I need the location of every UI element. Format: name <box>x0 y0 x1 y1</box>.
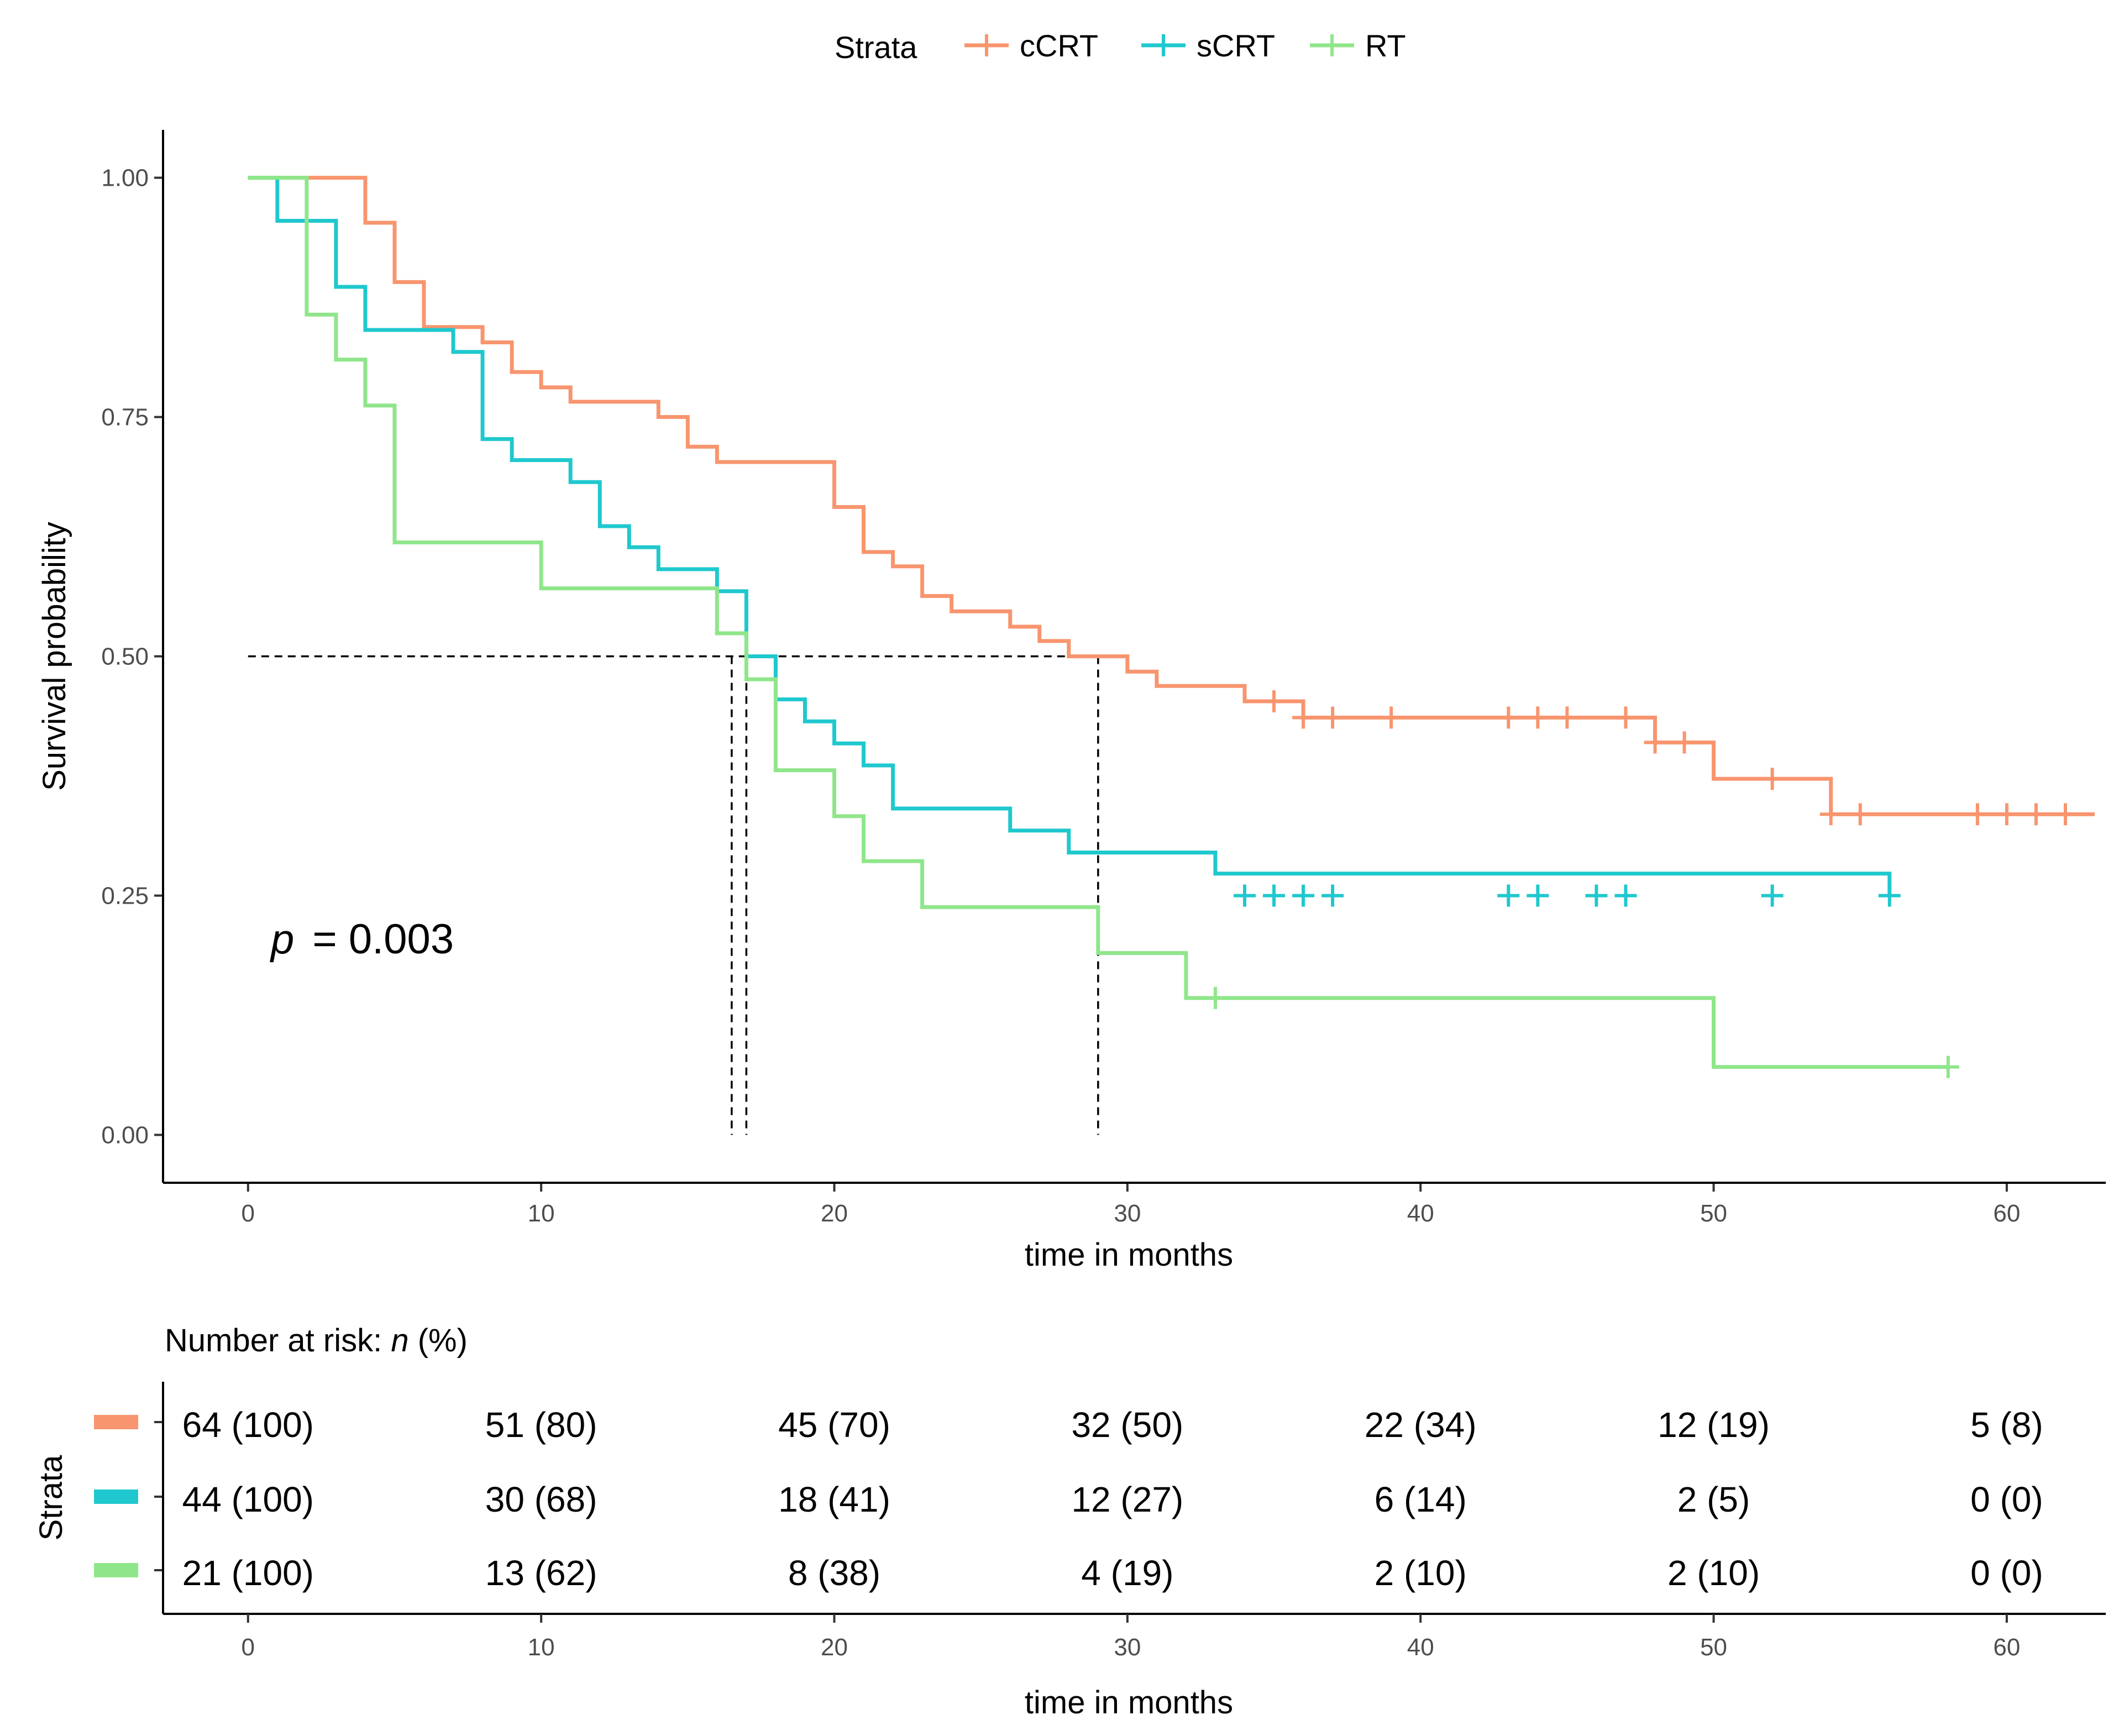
risk-table-title: Number at risk: n (%) <box>165 1323 468 1359</box>
censor-mark-scrt <box>1233 884 1256 907</box>
legend: Strata cCRT sCRT RT <box>835 28 1406 65</box>
risk-table-title-suffix: (%) <box>409 1323 468 1359</box>
censor-mark-scrt <box>1761 884 1784 907</box>
censor-mark-ccrt <box>1644 731 1666 754</box>
censor-mark-ccrt <box>1995 803 2018 826</box>
censor-mark-ccrt <box>1761 768 1784 790</box>
censor-mark-ccrt <box>1527 706 1549 729</box>
censor-mark-ccrt <box>1380 706 1403 729</box>
risk-x-tick-label: 20 <box>821 1634 848 1661</box>
censor-mark-ccrt <box>1614 706 1637 729</box>
censor-mark-scrt <box>1263 884 1286 907</box>
risk-cell-rt: 4 (19) <box>1081 1553 1173 1593</box>
risk-cell-rt: 13 (62) <box>485 1553 597 1593</box>
censor-mark-ccrt <box>2025 803 2047 826</box>
p-value-number: = 0.003 <box>301 916 454 963</box>
risk-cell-ccrt: 12 (19) <box>1658 1405 1770 1445</box>
censor-mark-scrt <box>1497 884 1520 907</box>
x-tick-label: 60 <box>1993 1200 2020 1227</box>
x-tick-label: 50 <box>1700 1200 1727 1227</box>
censor-mark-ccrt <box>1497 706 1520 729</box>
censor-mark-ccrt <box>1321 706 1344 729</box>
censor-mark-ccrt <box>1673 731 1696 754</box>
risk-cell-ccrt: 32 (50) <box>1071 1405 1183 1445</box>
censor-mark-ccrt <box>2054 803 2076 826</box>
risk-cell-rt: 0 (0) <box>1970 1553 2043 1593</box>
censor-mark-scrt <box>1614 884 1637 907</box>
censor-mark-ccrt <box>1556 706 1578 729</box>
risk-cell-rt: 2 (10) <box>1375 1553 1467 1593</box>
y-axis-title: Survival probability <box>36 522 72 791</box>
risk-x-tick-label: 0 <box>242 1634 255 1661</box>
risk-cell-ccrt: 22 (34) <box>1365 1405 1477 1445</box>
censor-mark-rt <box>1204 987 1226 1009</box>
x-tick-label: 10 <box>528 1200 555 1227</box>
censor-mark-rt <box>1937 1056 1959 1078</box>
y-tick-label: 0.75 <box>101 404 149 431</box>
survival-curve-rt <box>248 176 1948 1069</box>
risk-x-axis-title: time in months <box>1025 1685 1233 1721</box>
x-tick-label: 30 <box>1114 1200 1141 1227</box>
risk-cell-ccrt: 5 (8) <box>1970 1405 2043 1445</box>
risk-x-tick-label: 60 <box>1993 1634 2020 1661</box>
censor-mark-scrt <box>1292 884 1315 907</box>
risk-table: Number at risk: n (%) 64 (100) 51 (80) 45 (… <box>33 1323 2106 1721</box>
censor-mark-ccrt <box>1292 706 1315 729</box>
risk-cell-rt: 21 (100) <box>182 1553 314 1593</box>
x-axis-title: time in months <box>1025 1237 1233 1273</box>
risk-cell-scrt: 30 (68) <box>485 1480 597 1519</box>
censor-mark-ccrt <box>1966 803 1989 826</box>
p-value-label: p = 0.003 <box>270 916 454 963</box>
survival-curve-ccrt <box>248 176 2095 816</box>
legend-label-ccrt: cCRT <box>1020 28 1098 63</box>
risk-cell-scrt: 12 (27) <box>1071 1480 1183 1519</box>
censor-mark-ccrt <box>1849 803 1871 826</box>
censor-mark-scrt <box>1585 884 1608 907</box>
survival-curve-scrt <box>248 176 1892 896</box>
risk-cell-scrt: 18 (41) <box>778 1480 890 1519</box>
censor-mark-scrt <box>1878 884 1901 907</box>
y-tick-label: 0.50 <box>101 643 149 670</box>
risk-cell-scrt: 2 (5) <box>1677 1480 1750 1519</box>
risk-cell-scrt: 0 (0) <box>1970 1480 2043 1519</box>
risk-table-title-text: Number at risk: <box>165 1323 391 1359</box>
y-tick-label: 0.25 <box>101 882 149 909</box>
risk-x-tick-label: 10 <box>528 1634 555 1661</box>
risk-row-key-ccrt <box>94 1415 138 1429</box>
censor-mark-ccrt <box>1263 690 1286 712</box>
risk-cell-scrt: 6 (14) <box>1375 1480 1467 1519</box>
p-value-symbol: p <box>270 916 294 963</box>
censor-mark-scrt <box>1321 884 1344 907</box>
risk-table-title-symbol: n <box>391 1323 408 1359</box>
risk-cell-rt: 2 (10) <box>1667 1553 1760 1593</box>
x-tick-label: 20 <box>821 1200 848 1227</box>
censor-mark-ccrt <box>1819 803 1842 826</box>
risk-cell-ccrt: 45 (70) <box>778 1405 890 1445</box>
risk-row-key-rt <box>94 1563 138 1577</box>
survival-plot: 0.00 0.25 0.50 0.75 1.00 0 10 20 30 40 50 60 time in… <box>36 130 2106 1273</box>
risk-x-tick-label: 40 <box>1407 1634 1434 1661</box>
x-tick-label: 40 <box>1407 1200 1434 1227</box>
risk-x-tick-label: 50 <box>1700 1634 1727 1661</box>
y-tick-label: 0.00 <box>101 1121 149 1148</box>
x-tick-label: 0 <box>242 1200 255 1227</box>
censor-mark-scrt <box>1527 884 1549 907</box>
risk-cell-scrt: 44 (100) <box>182 1480 314 1519</box>
risk-cell-ccrt: 64 (100) <box>182 1405 314 1445</box>
risk-row-key-scrt <box>94 1490 138 1504</box>
y-tick-label: 1.00 <box>101 165 149 192</box>
legend-label-rt: RT <box>1365 28 1406 63</box>
legend-label-scrt: sCRT <box>1197 28 1275 63</box>
risk-cell-ccrt: 51 (80) <box>485 1405 597 1445</box>
risk-x-tick-label: 30 <box>1114 1634 1141 1661</box>
legend-title: Strata <box>835 30 917 65</box>
risk-y-axis-title: Strata <box>33 1455 69 1540</box>
risk-cell-rt: 8 (38) <box>788 1553 880 1593</box>
